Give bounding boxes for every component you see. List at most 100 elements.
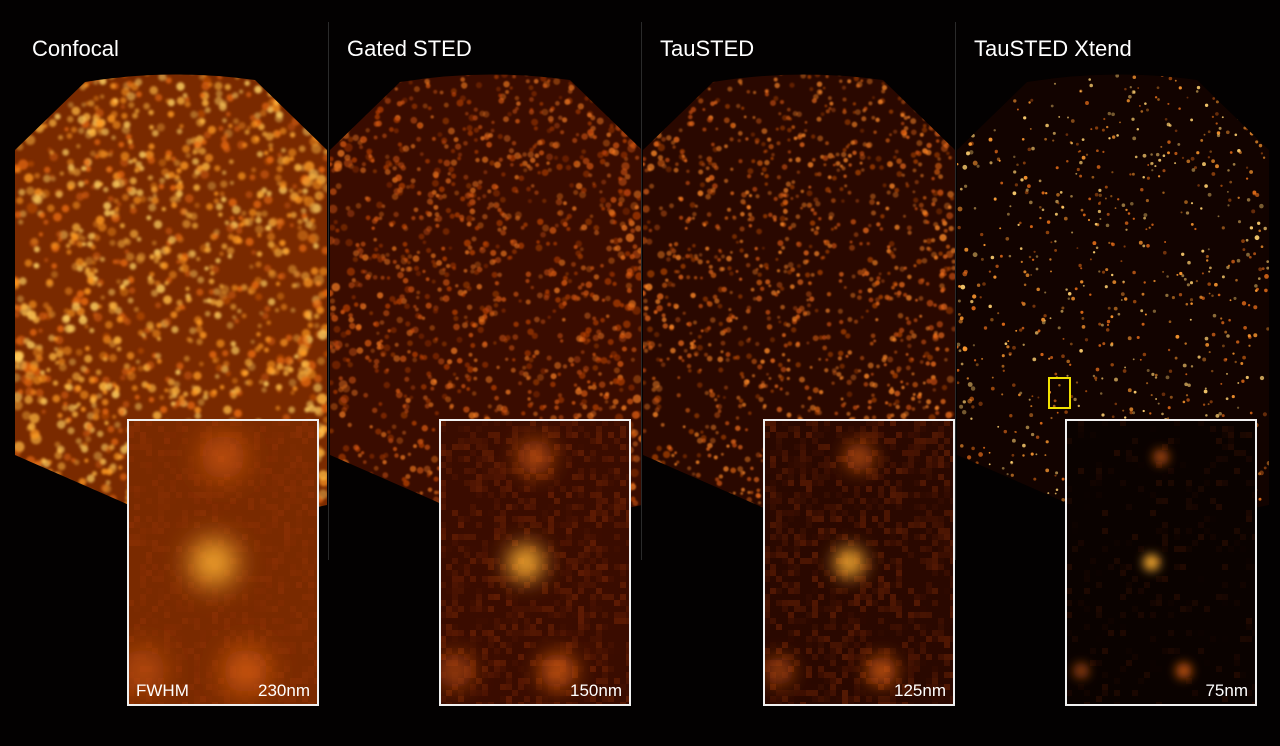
punctum xyxy=(720,350,724,354)
punctum xyxy=(463,289,468,294)
punctum xyxy=(473,107,478,112)
punctum xyxy=(839,187,844,192)
punctum xyxy=(804,385,810,391)
punctum xyxy=(1114,402,1118,406)
punctum xyxy=(876,222,881,227)
punctum xyxy=(746,476,752,482)
punctum xyxy=(657,143,666,152)
punctum xyxy=(503,134,511,142)
punctum xyxy=(698,155,703,159)
punctum xyxy=(1102,342,1106,346)
punctum xyxy=(347,136,354,143)
punctum xyxy=(56,231,63,238)
punctum xyxy=(373,216,380,222)
punctum xyxy=(946,151,950,156)
punctum xyxy=(330,236,335,245)
punctum xyxy=(726,444,730,448)
punctum xyxy=(203,390,209,396)
punctum xyxy=(513,321,519,328)
punctum xyxy=(533,126,538,131)
punctum xyxy=(200,170,210,179)
punctum xyxy=(431,279,436,284)
punctum xyxy=(24,377,33,387)
punctum xyxy=(330,162,333,167)
punctum xyxy=(323,149,327,155)
punctum xyxy=(332,238,340,246)
punctum xyxy=(85,101,90,106)
punctum xyxy=(762,405,766,410)
punctum xyxy=(446,359,453,365)
punctum xyxy=(464,192,471,199)
punctum xyxy=(322,183,327,193)
punctum xyxy=(825,334,831,340)
punctum xyxy=(100,458,107,465)
punctum xyxy=(393,355,400,362)
punctum xyxy=(887,161,891,165)
punctum xyxy=(466,183,472,189)
punctum xyxy=(755,452,761,458)
punctum xyxy=(51,263,58,269)
punctum xyxy=(718,367,724,373)
punctum xyxy=(333,160,343,169)
punctum xyxy=(232,315,237,320)
punctum xyxy=(905,404,912,411)
punctum xyxy=(433,308,438,314)
punctum xyxy=(755,493,761,499)
punctum xyxy=(839,376,843,380)
punctum xyxy=(199,361,204,367)
punctum xyxy=(690,257,696,263)
punctum xyxy=(682,454,688,459)
punctum xyxy=(652,397,660,405)
punctum xyxy=(847,153,852,158)
punctum xyxy=(835,152,840,157)
punctum xyxy=(276,218,285,227)
punctum xyxy=(86,474,95,483)
punctum xyxy=(345,329,352,336)
punctum xyxy=(756,488,761,493)
punctum xyxy=(330,380,334,386)
punctum xyxy=(735,240,739,244)
punctum xyxy=(809,404,816,411)
punctum xyxy=(903,266,907,270)
punctum xyxy=(276,165,284,173)
punctum xyxy=(320,403,327,413)
punctum xyxy=(964,247,969,252)
punctum xyxy=(604,161,610,167)
punctum xyxy=(1103,117,1106,121)
punctum xyxy=(108,340,117,348)
punctum xyxy=(371,226,375,231)
punctum xyxy=(560,339,564,343)
punctum xyxy=(1164,117,1168,121)
punctum xyxy=(623,320,631,329)
punctum xyxy=(541,169,549,177)
punctum xyxy=(76,144,81,149)
punctum xyxy=(1167,406,1171,410)
punctum xyxy=(575,133,580,137)
punctum xyxy=(86,430,92,436)
punctum xyxy=(692,339,696,343)
punctum xyxy=(796,341,800,346)
punctum xyxy=(675,162,679,167)
punctum xyxy=(1028,200,1033,205)
punctum xyxy=(875,117,880,123)
punctum xyxy=(443,159,451,167)
punctum xyxy=(312,299,322,309)
punctum xyxy=(500,250,507,257)
punctum xyxy=(853,75,860,82)
punctum xyxy=(179,256,188,265)
punctum xyxy=(575,388,582,395)
punctum xyxy=(28,300,37,309)
punctum xyxy=(1242,248,1246,252)
punctum xyxy=(907,343,912,349)
punctum xyxy=(624,251,631,257)
punctum xyxy=(632,306,641,315)
punctum xyxy=(1116,134,1119,137)
punctum xyxy=(444,272,450,278)
punctum xyxy=(1111,171,1114,174)
punctum xyxy=(633,375,642,384)
punctum xyxy=(841,85,847,90)
punctum xyxy=(534,316,540,323)
punctum xyxy=(881,81,885,86)
punctum xyxy=(72,223,81,232)
punctum xyxy=(938,251,943,256)
